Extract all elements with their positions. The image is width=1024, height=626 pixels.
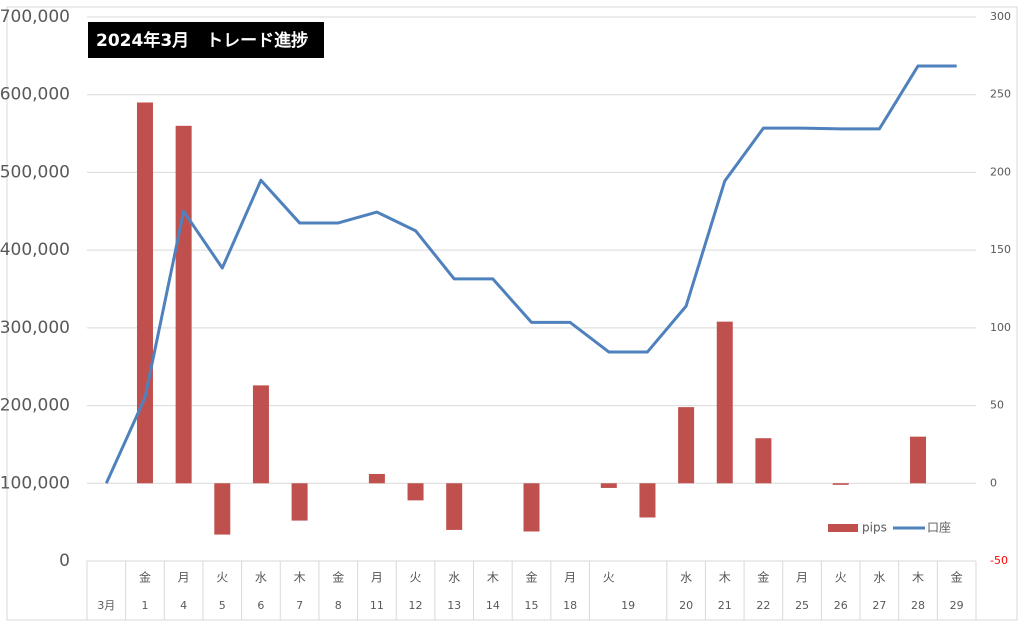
x-tick-label: 21 <box>718 599 732 612</box>
y-tick-label: 0 <box>59 551 70 571</box>
y2-tick-label: 0 <box>990 476 997 489</box>
x-tick-label: 12 <box>409 599 423 612</box>
x-tick-label: 水 <box>255 571 267 585</box>
x-tick-label: 4 <box>180 599 187 612</box>
legend-label: pips <box>862 521 887 535</box>
bar <box>523 483 540 532</box>
x-tick-label: 火 <box>835 571 847 585</box>
y2-tick-label: 250 <box>990 88 1011 101</box>
x-tick-label: 15 <box>525 599 539 612</box>
x-tick-label: 14 <box>486 599 500 612</box>
bar <box>407 483 424 501</box>
x-tick-label: 金 <box>525 570 537 585</box>
y2-tick-label: 150 <box>990 243 1011 256</box>
y2-tick-label: 50 <box>990 399 1004 412</box>
y2-tick-label: 200 <box>990 165 1011 178</box>
x-tick-label: 火 <box>216 571 228 585</box>
x-tick-label: 28 <box>911 599 925 612</box>
x-tick-label: 水 <box>448 571 460 585</box>
y-tick-label: 200,000 <box>0 396 70 416</box>
y-tick-label: 500,000 <box>0 162 70 182</box>
x-tick-label: 水 <box>680 571 692 585</box>
x-tick-label: 3月 <box>97 599 115 612</box>
y-tick-label: 600,000 <box>0 85 70 105</box>
y2-tick-label: -50 <box>990 554 1008 567</box>
x-tick-label: 20 <box>679 599 693 612</box>
bar <box>368 473 385 484</box>
bar <box>832 483 849 485</box>
bar <box>716 321 733 484</box>
x-tick-label: 火 <box>603 571 615 585</box>
x-tick-label: 27 <box>872 599 886 612</box>
y2-tick-label: 100 <box>990 321 1011 334</box>
x-tick-label: 木 <box>294 571 306 585</box>
x-tick-label: 13 <box>447 599 461 612</box>
x-tick-label: 5 <box>219 599 226 612</box>
x-tick-label: 1 <box>141 599 148 612</box>
y-tick-label: 400,000 <box>0 240 70 260</box>
line <box>104 64 957 484</box>
x-tick-label: 11 <box>370 599 384 612</box>
x-tick-label: 22 <box>756 599 770 612</box>
bar <box>910 436 927 484</box>
x-tick-label: 月 <box>178 571 190 585</box>
x-tick-label: 25 <box>795 599 809 612</box>
legend-swatch <box>828 524 858 532</box>
legend-label: 口座 <box>927 520 951 535</box>
y-tick-label: 300,000 <box>0 318 70 338</box>
x-tick-label: 29 <box>950 599 964 612</box>
bar <box>639 483 656 518</box>
chart-title: 2024年3月 トレード進捗 <box>96 30 308 51</box>
x-tick-label: 月 <box>796 571 808 585</box>
x-tick-label: 7 <box>296 599 303 612</box>
x-tick-label: 金 <box>139 570 151 585</box>
x-tick-label: 木 <box>719 571 731 585</box>
x-tick-label: 木 <box>487 571 499 585</box>
bar <box>678 407 695 484</box>
x-tick-label: 月 <box>564 571 576 585</box>
x-tick-label: 18 <box>563 599 577 612</box>
bar <box>214 483 231 535</box>
x-tick-label: 6 <box>257 599 264 612</box>
x-tick-label: 19 <box>621 599 635 612</box>
x-tick-label: 木 <box>912 571 924 585</box>
y-tick-label: 100,000 <box>0 473 70 493</box>
bar <box>446 483 463 530</box>
x-tick-label: 水 <box>873 571 885 585</box>
title-box <box>88 22 324 58</box>
x-tick-label: 月 <box>371 571 383 585</box>
chart-border <box>6 6 1018 621</box>
x-tick-label: 8 <box>335 599 342 612</box>
x-tick-label: 金 <box>757 570 769 585</box>
x-tick-label: 金 <box>951 570 963 585</box>
bar <box>136 102 153 484</box>
x-tick-label: 26 <box>834 599 848 612</box>
bar <box>175 125 192 484</box>
bar <box>600 483 617 488</box>
y2-tick-label: 300 <box>990 10 1011 23</box>
x-tick-label: 金 <box>332 570 344 585</box>
bar <box>755 438 772 484</box>
x-tick-label: 火 <box>410 571 422 585</box>
bar <box>291 483 308 521</box>
y-tick-label: 700,000 <box>0 7 70 27</box>
bar <box>252 385 269 484</box>
